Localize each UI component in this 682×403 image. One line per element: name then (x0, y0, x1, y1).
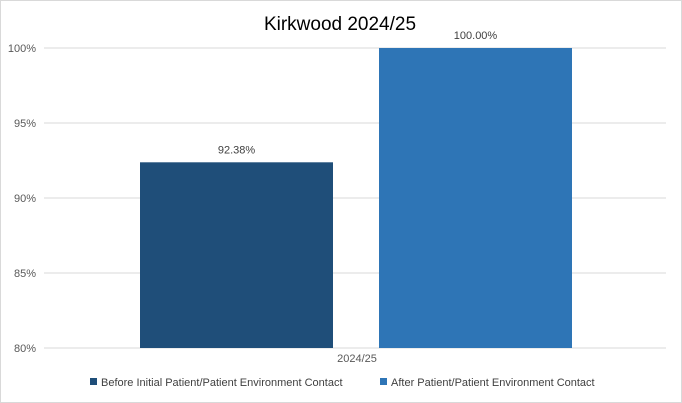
bars (140, 48, 572, 348)
x-axis-ticks: 2024/25 (337, 353, 377, 365)
y-tick-label: 100% (8, 43, 36, 55)
x-tick-label: 2024/25 (337, 353, 377, 365)
y-tick-label: 85% (14, 268, 36, 280)
data-labels: 92.38% 100.00% (218, 30, 498, 156)
bar-after-contact (379, 48, 572, 348)
legend-swatch (90, 378, 97, 385)
gridlines (44, 47, 666, 349)
legend-swatch (380, 378, 387, 385)
legend-label: Before Initial Patient/Patient Environme… (101, 377, 343, 389)
legend-label: After Patient/Patient Environment Contac… (391, 377, 595, 389)
y-axis-ticks: 80% 85% 90% 95% 100% (8, 43, 36, 355)
y-tick-label: 95% (14, 118, 36, 130)
bar-before-contact (140, 162, 333, 348)
legend: Before Initial Patient/Patient Environme… (90, 377, 595, 389)
y-tick-label: 80% (14, 343, 36, 355)
data-label: 100.00% (454, 30, 498, 42)
y-tick-label: 90% (14, 193, 36, 205)
chart-title: Kirkwood 2024/25 (264, 14, 416, 35)
data-label: 92.38% (218, 144, 256, 156)
